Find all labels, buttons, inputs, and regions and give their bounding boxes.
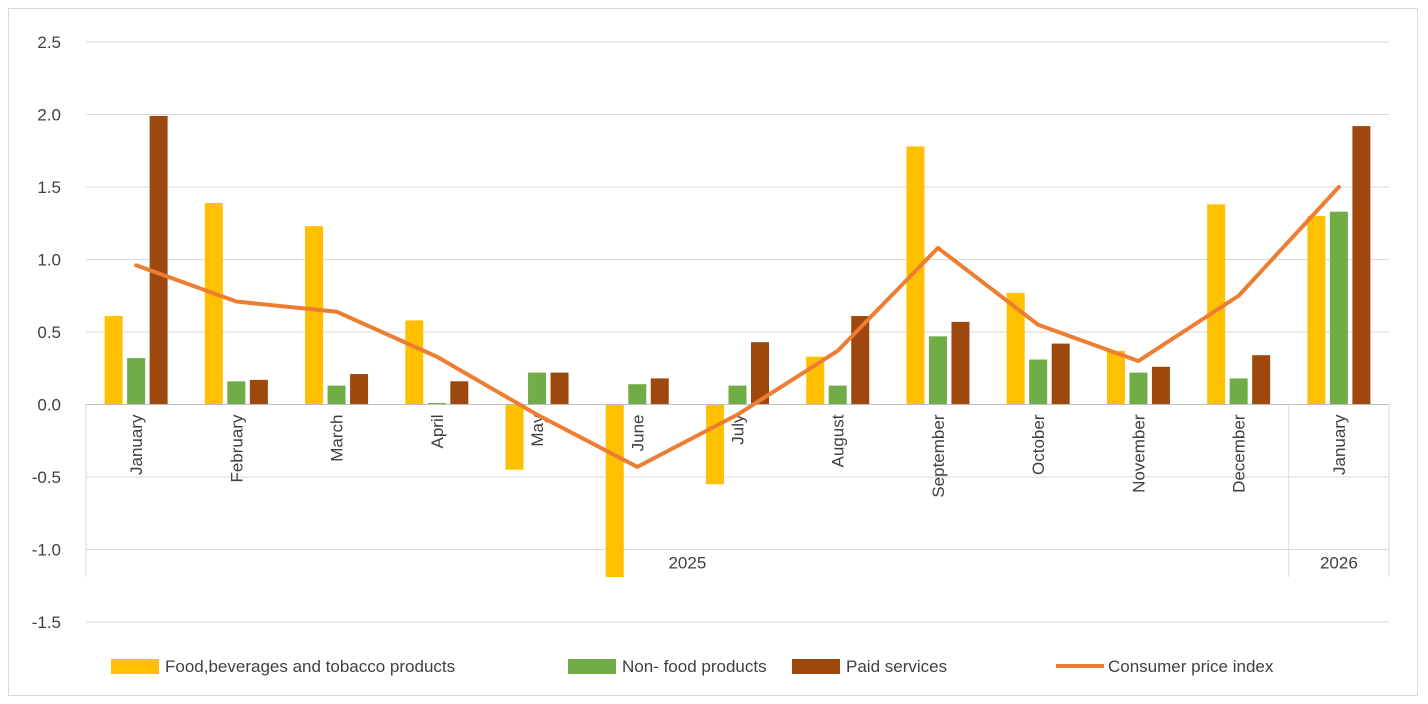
gridlines: [86, 41, 1389, 623]
legend-label: Consumer price index: [1108, 657, 1274, 676]
bar: [1129, 372, 1148, 405]
bar: [751, 342, 769, 405]
bar: [828, 385, 847, 405]
bar: [427, 403, 446, 405]
bar: [550, 372, 569, 405]
bar: [1106, 350, 1125, 405]
bar: [906, 146, 925, 405]
category-label: May: [528, 414, 547, 447]
y-tick-label: 1.5: [37, 178, 61, 197]
y-tick-label: 2.5: [37, 33, 61, 52]
category-label: August: [829, 414, 848, 467]
category-label: December: [1230, 414, 1249, 493]
bar: [1307, 216, 1326, 405]
legend-swatch: [568, 659, 616, 674]
y-tick-label: -1.0: [32, 541, 61, 560]
bar: [928, 336, 947, 405]
category-label: January: [127, 414, 146, 475]
bar: [706, 404, 724, 485]
category-label: March: [328, 415, 347, 462]
y-tick-label: -0.5: [32, 468, 61, 487]
bar: [1006, 292, 1025, 405]
bar: [450, 381, 469, 405]
category-label: September: [929, 414, 948, 497]
bar: [227, 381, 246, 405]
bar: [628, 384, 647, 405]
bar: [1352, 126, 1371, 405]
category-label: October: [1029, 414, 1048, 475]
bar: [149, 115, 168, 405]
category-labels: January February March April May June July Augu…: [127, 414, 1349, 498]
chart-frame: 2.5 2.0 1.5 1.0 0.5 0.0 -0.5 -1.0 -1.5 January Fe…: [8, 8, 1418, 696]
category-label: February: [227, 414, 246, 483]
y-tick-label: 1.0: [37, 251, 61, 270]
bar: [650, 378, 669, 405]
legend-label: Non- food products: [622, 657, 767, 676]
bar: [1051, 343, 1070, 405]
y-tick-label: 0.0: [37, 396, 61, 415]
year-label: 2025: [668, 554, 706, 573]
bar: [1329, 211, 1348, 405]
year-label: 2026: [1320, 554, 1358, 573]
bar: [350, 374, 369, 405]
bar: [951, 321, 970, 405]
cpi-line: [134, 185, 1341, 469]
bar: [505, 404, 524, 470]
cpi-line-layer: [134, 185, 1341, 469]
bar: [249, 379, 268, 405]
year-labels: 2025 2026: [668, 554, 1357, 573]
bar: [305, 226, 324, 405]
category-axis: [85, 404, 1390, 578]
bar: [605, 404, 624, 578]
legend-label: Paid services: [846, 657, 947, 676]
category-label: June: [628, 415, 647, 452]
category-label: July: [729, 414, 748, 445]
bar: [1151, 366, 1170, 405]
category-label: April: [428, 415, 447, 449]
bars: [104, 115, 1371, 578]
legend-swatch: [792, 659, 840, 674]
y-tick-label: 2.0: [37, 106, 61, 125]
bar: [127, 358, 146, 405]
bar: [528, 372, 547, 405]
category-label: November: [1129, 414, 1148, 493]
category-label: January: [1330, 414, 1349, 475]
bar: [851, 316, 870, 405]
bar: [1207, 204, 1226, 405]
legend: Food,beverages and tobacco products Non- …: [111, 657, 1274, 676]
y-tick-label: 0.5: [37, 323, 61, 342]
bar: [327, 385, 346, 405]
y-axis-ticks: 2.5 2.0 1.5 1.0 0.5 0.0 -0.5 -1.0 -1.5: [32, 33, 61, 632]
bar: [204, 202, 223, 405]
bar: [1029, 359, 1048, 405]
y-tick-label: -1.5: [32, 613, 61, 632]
legend-label: Food,beverages and tobacco products: [165, 657, 455, 676]
bar: [728, 385, 747, 405]
bar: [1252, 355, 1271, 405]
legend-swatch: [111, 659, 159, 674]
bar: [405, 320, 424, 405]
chart-svg: 2.5 2.0 1.5 1.0 0.5 0.0 -0.5 -1.0 -1.5 January Fe…: [32, 33, 1390, 676]
bar: [1229, 378, 1248, 405]
bar: [104, 316, 123, 405]
